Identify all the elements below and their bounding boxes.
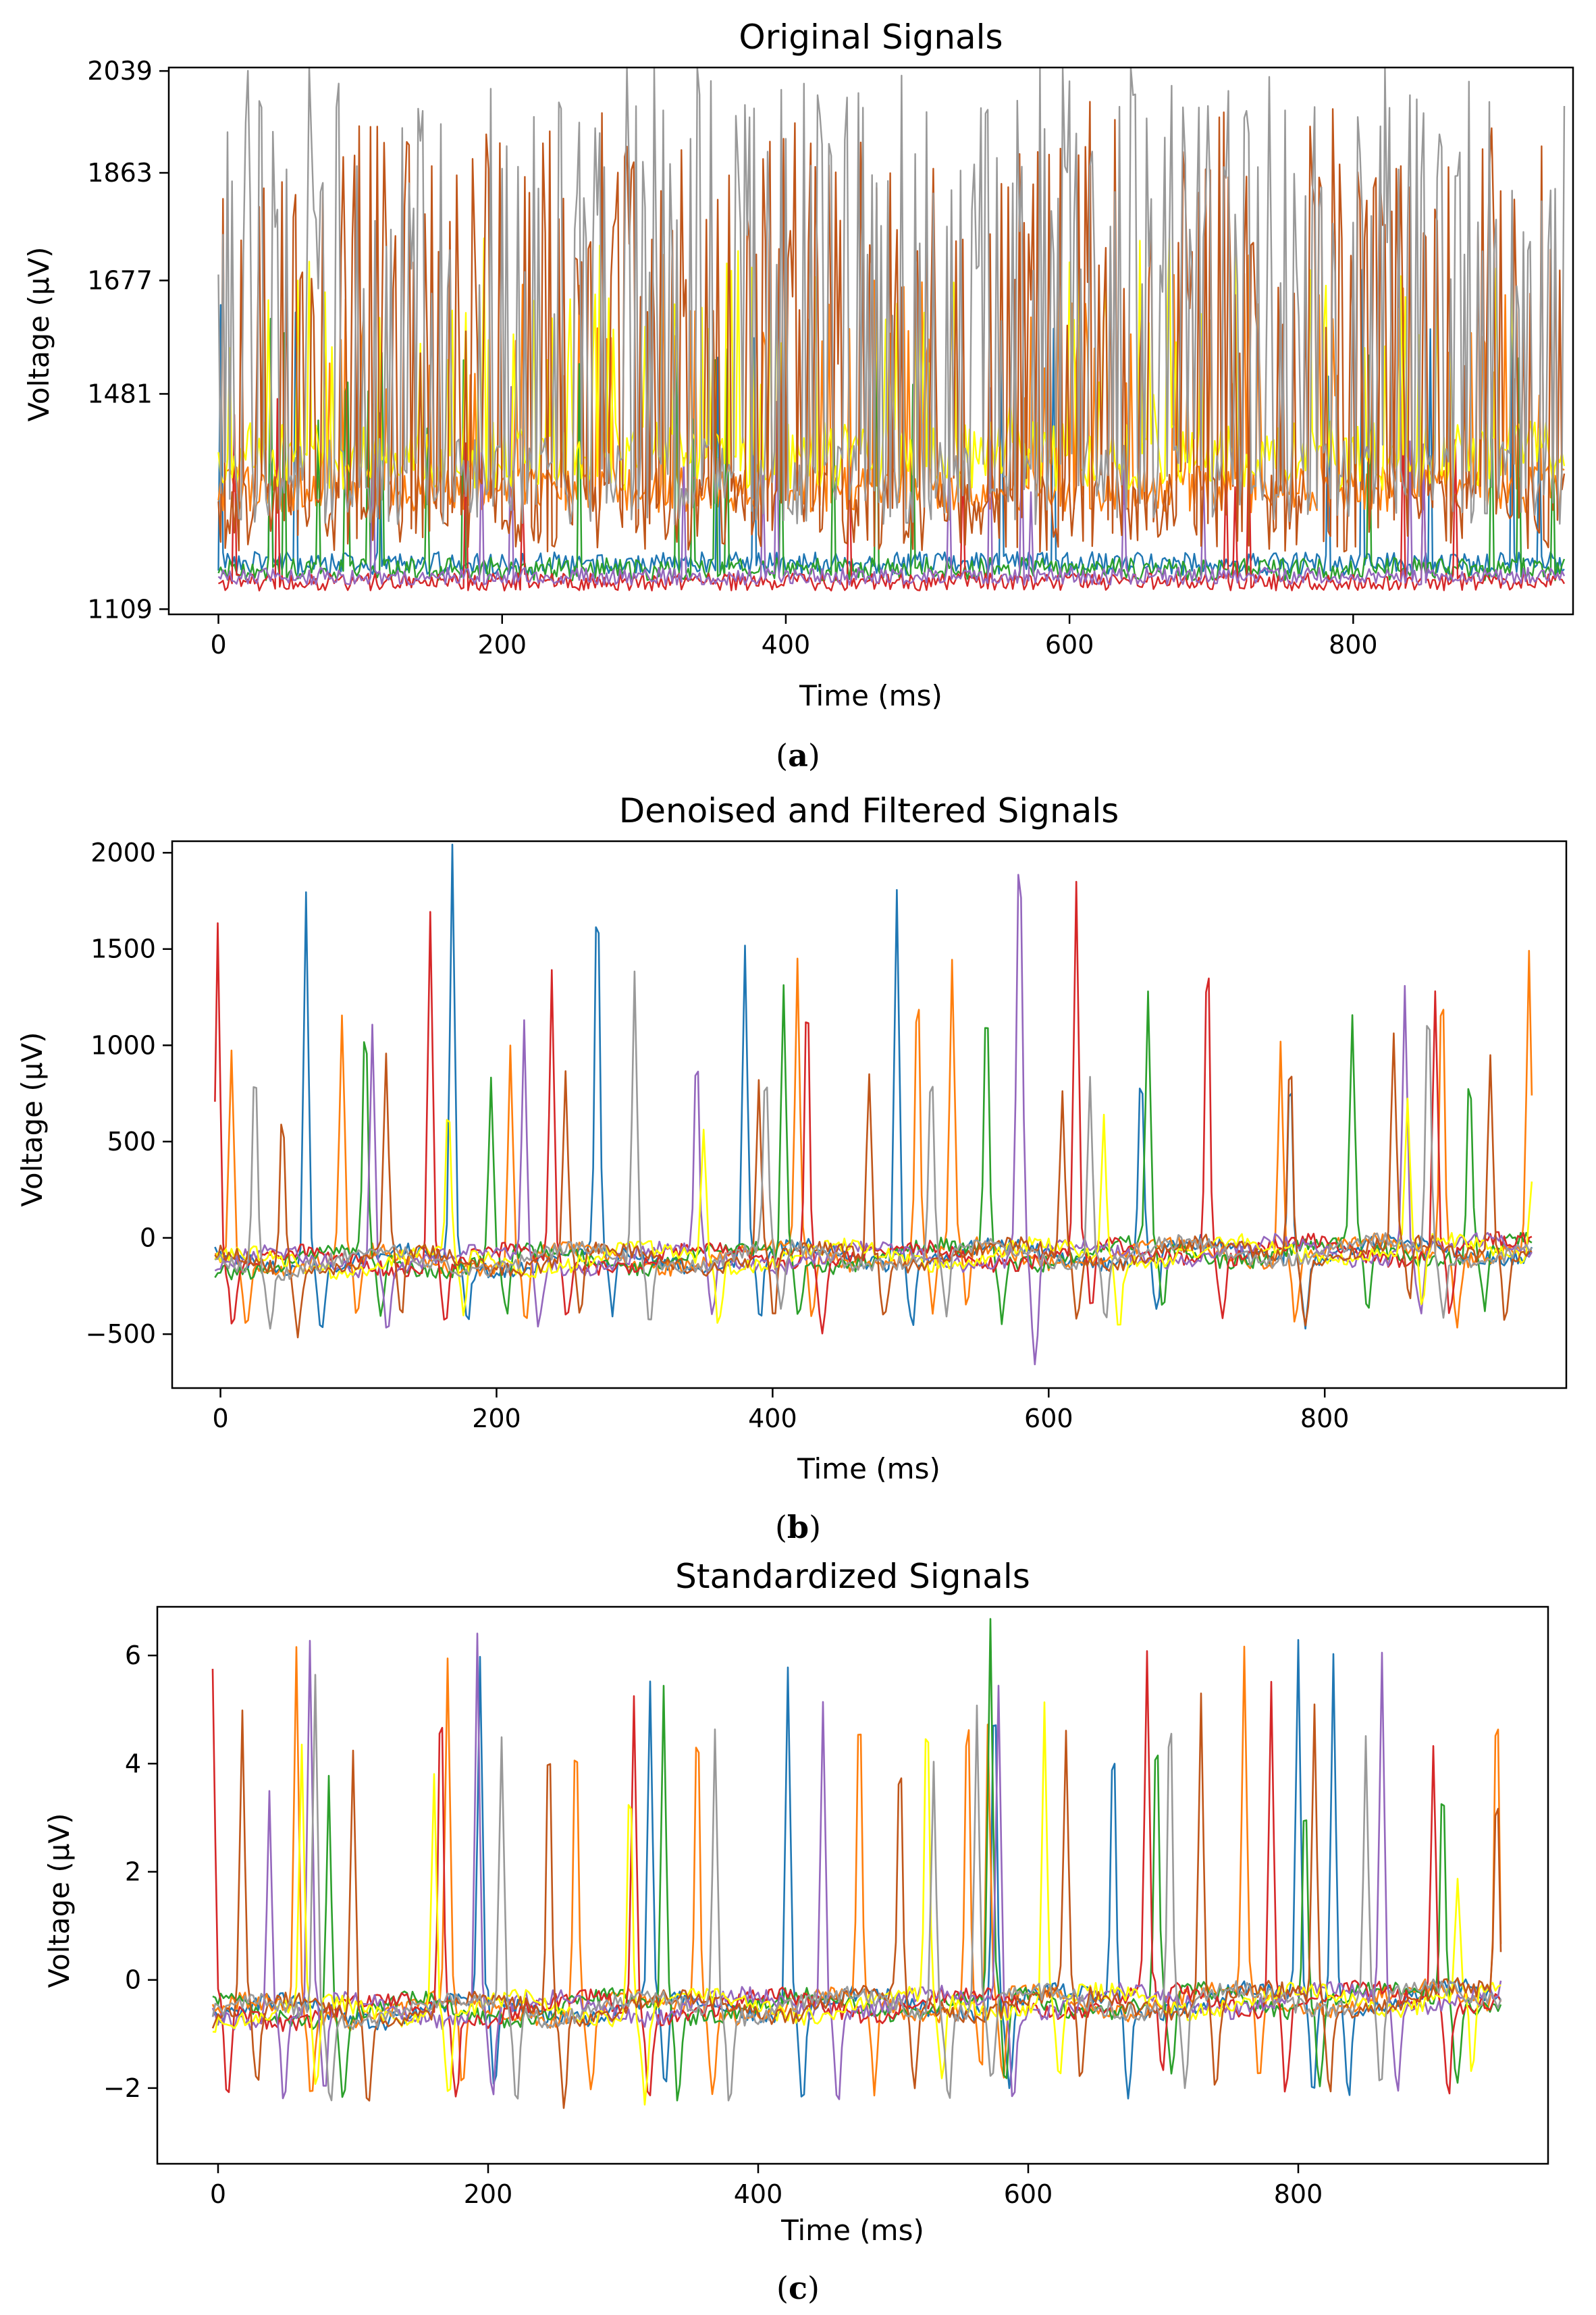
chart-c-series-8 <box>211 1674 1502 2102</box>
chart-b-xtick-label-3: 600 <box>1024 1404 1073 1433</box>
chart-c-ytick-label-1: 0 <box>125 1965 141 1995</box>
chart-b-xtick-label-2: 400 <box>748 1404 797 1433</box>
chart-c-frame <box>156 1605 1549 2165</box>
chart-c-xtick-label-1: 200 <box>464 2179 513 2209</box>
chart-b-frame <box>171 840 1568 1389</box>
chart-c-axes: 0 200 400 600 800 −2 0 2 4 6 <box>103 1641 1323 2209</box>
chart-c-xtick-label-3: 600 <box>1004 2179 1053 2209</box>
chart-a-ytick-label-1: 1481 <box>87 379 153 408</box>
chart-b-xtick-label-0: 0 <box>212 1404 228 1433</box>
chart-a-xtick-label-3: 600 <box>1045 630 1094 660</box>
chart-c-ytick-label-2: 2 <box>125 1857 141 1886</box>
chart-c-ytick-label-4: 6 <box>125 1641 141 1670</box>
chart-b-ytick-label-0: −500 <box>86 1319 156 1349</box>
chart-a-ytick-label-3: 1863 <box>87 158 153 188</box>
chart-a-ytick-label-4: 2039 <box>87 56 153 86</box>
chart-a-xtick-label-4: 800 <box>1329 630 1378 660</box>
chart-a-xtick-label-1: 200 <box>477 630 527 660</box>
caption-c: (c) <box>776 2270 820 2306</box>
chart-b-axes: 0 200 400 600 800 −500 0 500 1000 1500 2000 <box>86 838 1350 1433</box>
chart-b-title: Denoised and Filtered Signals <box>619 791 1119 830</box>
chart-b-xtick-label-1: 200 <box>472 1404 521 1433</box>
chart-a-axes: 0 200 400 600 800 1109 1481 1677 1863 2039 <box>87 56 1377 660</box>
chart-c-xtick-label-4: 800 <box>1274 2179 1323 2209</box>
chart-a-frame <box>167 66 1574 616</box>
panel-b-chart: Denoised and Filtered Signals Voltage (μ… <box>16 791 1568 1485</box>
chart-a-series-layer <box>217 66 1566 591</box>
chart-b-ytick-label-3: 1000 <box>90 1030 156 1060</box>
chart-a-ylabel: Voltage (μV) <box>22 246 55 421</box>
chart-a-ytick-label-2: 1677 <box>87 265 153 295</box>
chart-b-ytick-label-5: 2000 <box>90 838 156 868</box>
chart-b-series-layer <box>214 843 1533 1366</box>
chart-c-xtick-label-0: 0 <box>210 2179 226 2209</box>
chart-b-xtick-label-4: 800 <box>1300 1404 1350 1433</box>
chart-c-series-layer <box>211 1618 1502 2109</box>
chart-c-ytick-label-0: −2 <box>103 2073 141 2103</box>
chart-b-ytick-label-4: 1500 <box>90 934 156 964</box>
chart-a-series-8 <box>217 66 1566 525</box>
caption-a: (a) <box>776 737 820 774</box>
chart-a-xtick-label-2: 400 <box>762 630 811 660</box>
chart-c-ylabel: Voltage (μV) <box>43 1813 76 1988</box>
chart-a-ytick-label-0: 1109 <box>87 594 153 624</box>
chart-c-xlabel: Time (ms) <box>780 2214 924 2247</box>
chart-b-ytick-label-2: 500 <box>107 1127 156 1156</box>
caption-b: (b) <box>775 1509 821 1545</box>
chart-a-title: Original Signals <box>739 18 1003 57</box>
chart-b-series-7 <box>214 1032 1533 1339</box>
chart-c-series-6 <box>212 1701 1501 2106</box>
chart-b-ylabel: Voltage (μV) <box>16 1032 49 1206</box>
chart-c-title: Standardized Signals <box>675 1557 1030 1596</box>
panel-c-chart: Standardized Signals Voltage (μV) Time (… <box>43 1557 1549 2247</box>
chart-a-xlabel: Time (ms) <box>799 679 942 712</box>
chart-b-xlabel: Time (ms) <box>797 1452 940 1485</box>
chart-a-series-5 <box>217 385 1566 586</box>
chart-b-ytick-label-1: 0 <box>140 1223 156 1253</box>
chart-c-xtick-label-2: 400 <box>734 2179 783 2209</box>
panel-a-chart: Original Signals Voltage (μV) Time (ms) … <box>22 18 1574 712</box>
chart-b-series-8 <box>214 970 1533 1330</box>
chart-a-xtick-label-0: 0 <box>210 630 226 660</box>
chart-c-ytick-label-3: 4 <box>125 1749 141 1778</box>
